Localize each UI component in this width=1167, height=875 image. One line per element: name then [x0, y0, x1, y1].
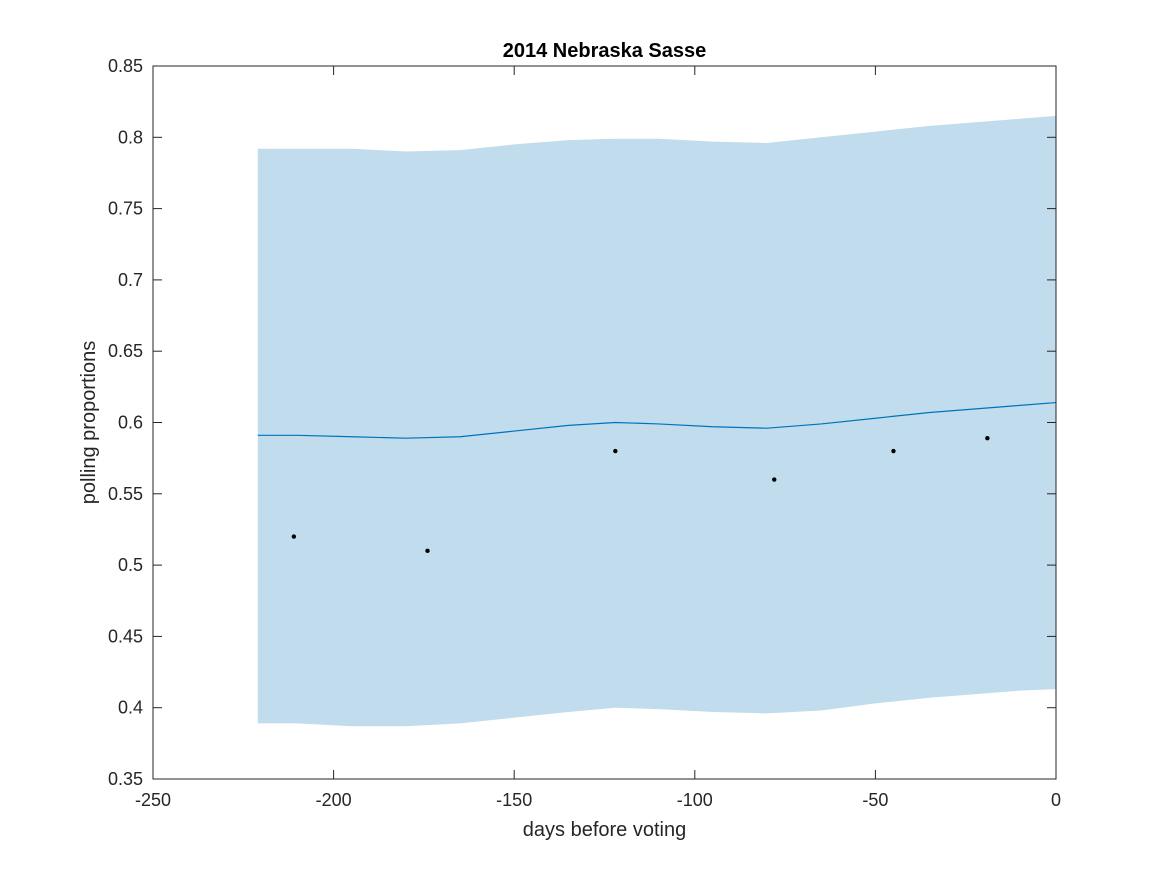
poll-point	[425, 548, 430, 554]
confidence-band-layer	[257, 115, 1056, 727]
x-axis-label: days before voting	[523, 819, 686, 841]
chart-title: 2014 Nebraska Sasse	[503, 40, 707, 62]
trend-line-layer	[257, 401, 1057, 439]
y-tick-label: 0.4	[118, 698, 143, 718]
x-tick-label: -200	[316, 790, 352, 810]
y-axis-label: polling proportions	[78, 341, 100, 504]
x-tick-label: 0	[1051, 790, 1061, 810]
data-points-layer	[291, 435, 990, 554]
poll-point	[613, 448, 618, 454]
y-tick-label: 0.8	[118, 127, 143, 147]
y-tick-label: 0.5	[118, 555, 143, 575]
y-tick-label: 0.35	[108, 769, 143, 789]
poll-point	[891, 448, 896, 454]
confidence-band	[257, 115, 1056, 727]
y-tick-label: 0.45	[108, 626, 143, 646]
y-tick-label: 0.7	[118, 270, 143, 290]
y-tick-label: 0.85	[108, 56, 143, 76]
poll-point	[985, 435, 990, 441]
x-tick-label: -250	[135, 790, 171, 810]
y-tick-label: 0.65	[108, 341, 143, 361]
x-tick-label: -150	[496, 790, 532, 810]
y-tick-label: 0.55	[108, 484, 143, 504]
x-tick-label: -50	[862, 790, 888, 810]
poll-point	[291, 534, 297, 539]
y-tick-label: 0.6	[118, 413, 143, 433]
trend-line	[257, 401, 1057, 439]
y-tick-label: 0.75	[108, 199, 143, 219]
x-tick-label: -100	[677, 790, 713, 810]
poll-point	[772, 477, 777, 482]
ticks-layer: -250 -200 -150 -100 -50 0 0.35 0.4 0.45 0.5 0.55 0.…	[108, 56, 1061, 810]
